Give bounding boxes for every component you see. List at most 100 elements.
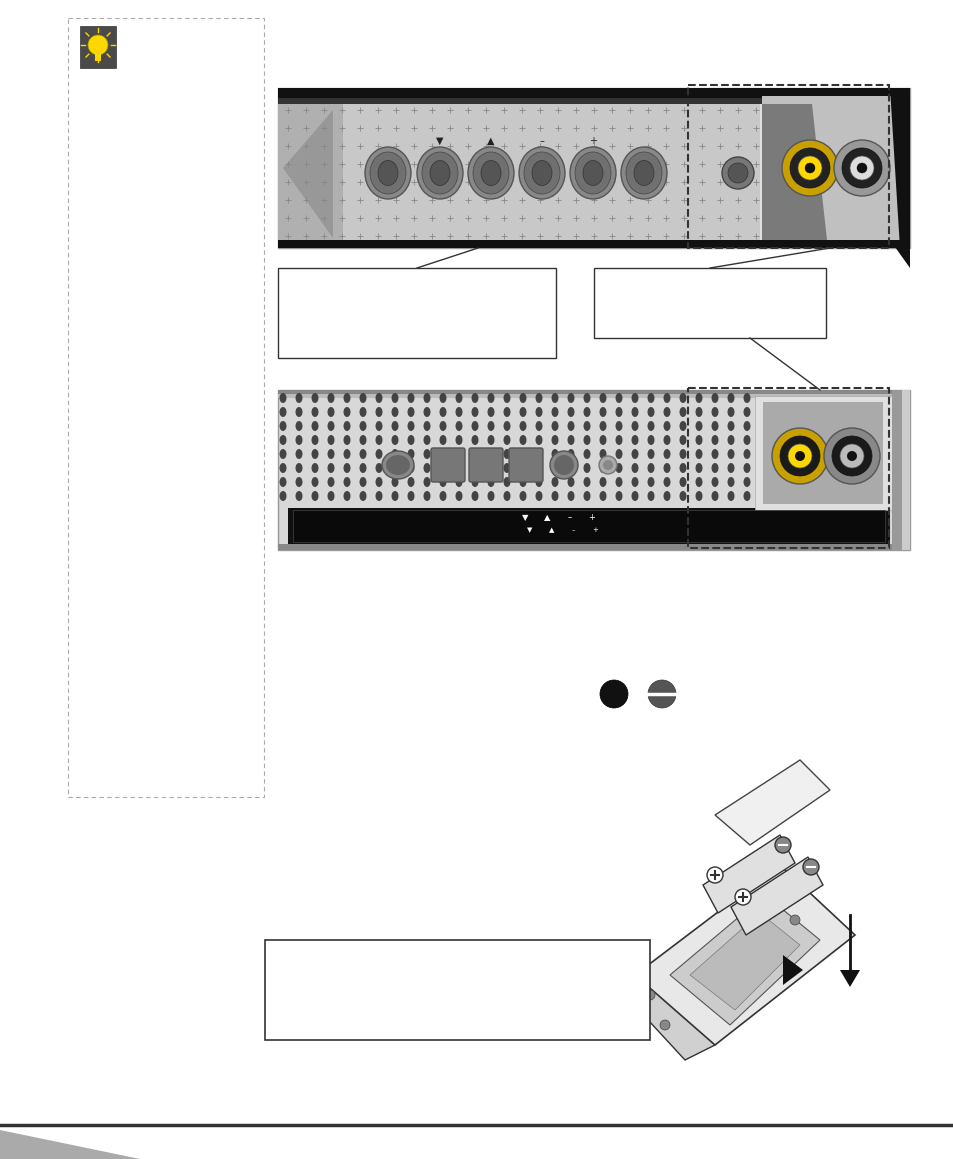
Polygon shape — [889, 88, 909, 248]
Ellipse shape — [423, 393, 430, 403]
Ellipse shape — [615, 435, 622, 445]
Ellipse shape — [647, 421, 654, 431]
Polygon shape — [0, 1130, 140, 1159]
Text: –: – — [567, 513, 571, 523]
Ellipse shape — [535, 393, 542, 403]
Ellipse shape — [742, 491, 750, 501]
Ellipse shape — [359, 421, 366, 431]
Ellipse shape — [471, 478, 478, 487]
Ellipse shape — [567, 421, 574, 431]
Ellipse shape — [279, 449, 286, 459]
Ellipse shape — [343, 462, 350, 473]
Ellipse shape — [487, 462, 494, 473]
Ellipse shape — [647, 393, 654, 403]
Ellipse shape — [312, 421, 318, 431]
Ellipse shape — [375, 449, 382, 459]
Bar — [901, 389, 909, 551]
Ellipse shape — [359, 478, 366, 487]
Ellipse shape — [742, 393, 750, 403]
Ellipse shape — [519, 478, 526, 487]
Ellipse shape — [647, 435, 654, 445]
Bar — [95, 53, 101, 61]
Ellipse shape — [327, 393, 335, 403]
Ellipse shape — [295, 462, 302, 473]
Ellipse shape — [551, 462, 558, 473]
Ellipse shape — [487, 421, 494, 431]
Ellipse shape — [327, 435, 335, 445]
Ellipse shape — [742, 449, 750, 459]
Ellipse shape — [471, 462, 478, 473]
Ellipse shape — [416, 147, 462, 199]
Ellipse shape — [519, 449, 526, 459]
Ellipse shape — [727, 491, 734, 501]
Ellipse shape — [455, 435, 462, 445]
Circle shape — [856, 163, 866, 173]
Ellipse shape — [679, 491, 686, 501]
Circle shape — [780, 436, 820, 476]
Ellipse shape — [535, 421, 542, 431]
Ellipse shape — [598, 462, 606, 473]
Ellipse shape — [455, 421, 462, 431]
Ellipse shape — [679, 421, 686, 431]
Bar — [277, 544, 909, 551]
Ellipse shape — [583, 478, 590, 487]
Ellipse shape — [727, 478, 734, 487]
Ellipse shape — [375, 491, 382, 501]
Ellipse shape — [631, 449, 638, 459]
Polygon shape — [635, 865, 854, 1045]
Ellipse shape — [695, 478, 701, 487]
Ellipse shape — [598, 421, 606, 431]
Ellipse shape — [471, 393, 478, 403]
Ellipse shape — [662, 393, 670, 403]
Ellipse shape — [375, 421, 382, 431]
Ellipse shape — [503, 393, 510, 403]
Ellipse shape — [647, 449, 654, 459]
Bar — [277, 88, 909, 248]
Circle shape — [598, 455, 617, 474]
Ellipse shape — [551, 491, 558, 501]
Bar — [891, 389, 909, 551]
Ellipse shape — [727, 421, 734, 431]
Ellipse shape — [679, 462, 686, 473]
Ellipse shape — [279, 407, 286, 417]
Ellipse shape — [343, 491, 350, 501]
Bar — [277, 394, 909, 398]
Ellipse shape — [583, 435, 590, 445]
Ellipse shape — [468, 147, 514, 199]
Ellipse shape — [569, 147, 616, 199]
Ellipse shape — [423, 407, 430, 417]
FancyBboxPatch shape — [431, 449, 464, 482]
Polygon shape — [714, 760, 829, 845]
Ellipse shape — [711, 462, 718, 473]
Ellipse shape — [551, 478, 558, 487]
Circle shape — [659, 1020, 669, 1030]
Ellipse shape — [551, 407, 558, 417]
Ellipse shape — [375, 407, 382, 417]
Ellipse shape — [279, 491, 286, 501]
Ellipse shape — [583, 407, 590, 417]
Ellipse shape — [727, 435, 734, 445]
Bar — [761, 96, 909, 240]
Ellipse shape — [407, 491, 414, 501]
Circle shape — [771, 428, 827, 484]
Ellipse shape — [343, 393, 350, 403]
Ellipse shape — [727, 393, 734, 403]
Ellipse shape — [583, 491, 590, 501]
Ellipse shape — [518, 147, 564, 199]
Ellipse shape — [695, 407, 701, 417]
Ellipse shape — [327, 407, 335, 417]
Text: +: + — [588, 136, 597, 146]
Ellipse shape — [279, 393, 286, 403]
Ellipse shape — [583, 449, 590, 459]
Polygon shape — [277, 104, 343, 240]
FancyBboxPatch shape — [509, 449, 542, 482]
Ellipse shape — [487, 407, 494, 417]
Ellipse shape — [535, 491, 542, 501]
Ellipse shape — [583, 393, 590, 403]
Polygon shape — [689, 913, 800, 1009]
Ellipse shape — [551, 393, 558, 403]
Ellipse shape — [631, 435, 638, 445]
Ellipse shape — [375, 478, 382, 487]
Ellipse shape — [439, 449, 446, 459]
Text: –: – — [539, 136, 544, 146]
